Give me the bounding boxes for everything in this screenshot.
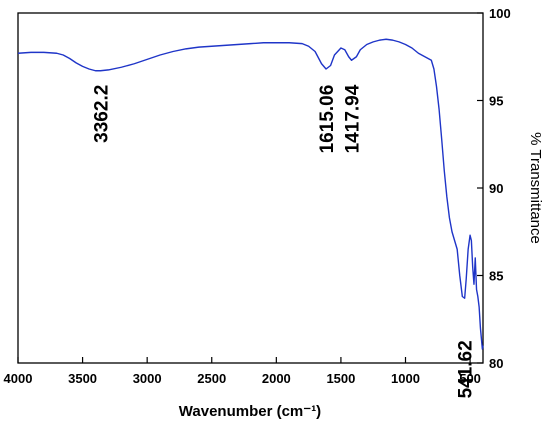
spectrum-layer	[17, 38, 484, 350]
y-tick-label-85: 85	[489, 269, 503, 284]
y-tick-label-100: 100	[489, 6, 511, 21]
plot-frame	[17, 12, 484, 364]
spectrum-line-0	[17, 38, 484, 350]
x-tick-label-4000: 4000	[4, 371, 33, 386]
y-tick-label-80: 80	[489, 356, 503, 371]
y-tick-label-90: 90	[489, 181, 503, 196]
peak-label-2: 1417.94	[343, 84, 364, 153]
x-axis-title: Wavenumber (cm⁻¹)	[179, 403, 321, 420]
peak-label-3: 541.62	[456, 340, 477, 398]
y-tick-label-95: 95	[489, 94, 503, 109]
peak-label-1: 1615.06	[317, 85, 338, 154]
y-axis-ticks: 80 85 90 95 100	[477, 6, 511, 371]
y-axis-title: % Transmittance	[527, 132, 544, 244]
peak-label-0: 3362.2	[91, 85, 112, 143]
peak-annotations: 3362.2 1615.06 1417.94 541.62	[91, 84, 476, 398]
x-tick-label-2500: 2500	[197, 371, 226, 386]
x-tick-label-500: 500	[459, 371, 481, 386]
x-tick-label-3000: 3000	[133, 371, 162, 386]
x-tick-label-1000: 1000	[391, 371, 420, 386]
x-axis-ticks: 4000 3500 3000 2500 2000 1500 1000 500	[4, 357, 481, 386]
x-tick-label-3500: 3500	[68, 371, 97, 386]
x-tick-label-2000: 2000	[262, 371, 291, 386]
x-tick-label-1500: 1500	[326, 371, 355, 386]
